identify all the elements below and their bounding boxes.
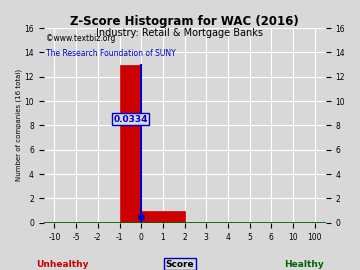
- Bar: [141, 211, 185, 223]
- Bar: [120, 65, 141, 223]
- Y-axis label: Number of companies (16 total): Number of companies (16 total): [15, 69, 22, 181]
- Text: 0.0334: 0.0334: [113, 115, 148, 124]
- Text: Industry: Retail & Mortgage Banks: Industry: Retail & Mortgage Banks: [96, 28, 264, 38]
- Title: Z-Score Histogram for WAC (2016): Z-Score Histogram for WAC (2016): [70, 15, 299, 28]
- Text: Score: Score: [166, 260, 194, 269]
- Text: The Research Foundation of SUNY: The Research Foundation of SUNY: [46, 49, 176, 58]
- Text: Healthy: Healthy: [284, 260, 324, 269]
- Text: Unhealthy: Unhealthy: [36, 260, 89, 269]
- Text: ©www.textbiz.org: ©www.textbiz.org: [46, 34, 116, 43]
